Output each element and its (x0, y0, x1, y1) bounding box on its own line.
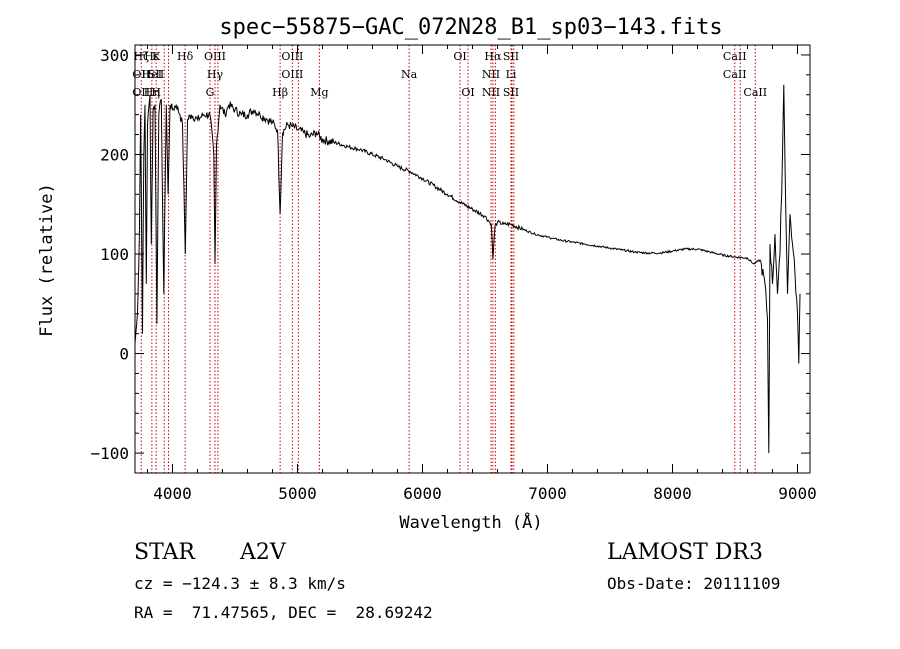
x-tick-label: 7000 (528, 484, 567, 503)
line-mark-label: Hβ (272, 86, 288, 99)
line-mark-label: Li (506, 68, 517, 81)
line-mark-label: SII (503, 50, 519, 63)
y-tick-label: −100 (90, 444, 129, 463)
object-subclass: A2V (240, 540, 286, 565)
line-mark-label: CaII (723, 68, 747, 81)
line-mark-label: H (151, 86, 161, 99)
line-mark-label: SII (503, 86, 519, 99)
line-mark-label: OIII (281, 50, 303, 63)
line-mark-label: OI (453, 50, 466, 63)
line-mark-label: Hζ (133, 50, 149, 63)
line-mark-label: Hη (144, 86, 160, 99)
x-tick-label: 6000 (403, 484, 442, 503)
line-mark-label: OIII (204, 50, 226, 63)
line-mark-label: Na (401, 68, 418, 81)
y-tick-label: 0 (119, 345, 129, 364)
line-mark-label: NII (482, 86, 500, 99)
line-mark-label: CaII (723, 50, 747, 63)
y-axis-label: Flux (relative) (37, 183, 57, 337)
chart-title: spec−55875−GAC_072N28_B1_sp03−143.fits (219, 15, 722, 40)
survey-name: LAMOST DR3 (607, 540, 763, 565)
object-class: STAR (134, 540, 195, 565)
spectrum-series (134, 84, 801, 454)
redshift-readout: cz = −124.3 ± 8.3 km/s (134, 574, 346, 593)
line-mark-label: Hδ (177, 50, 194, 63)
line-mark-label: Hα (484, 50, 502, 63)
line-mark-label: OII (132, 86, 150, 99)
line-mark-label: Hε (144, 50, 160, 63)
line-mark-label: HeI (142, 68, 162, 81)
y-tick-label: 100 (100, 245, 129, 264)
line-mark-labels: Hζ OII OII Hε HeI Hη K SII H Hδ G OIII Hγ Hβ OIII OIII M… (132, 50, 767, 99)
x-tick-label: 5000 (278, 484, 317, 503)
line-mark-label: OIII (281, 68, 303, 81)
line-mark-label: NII (482, 68, 500, 81)
x-tick-label: 4000 (153, 484, 192, 503)
obs-date: Obs-Date: 20111109 (607, 574, 781, 593)
line-mark-label: Hγ (207, 68, 224, 81)
line-mark-label: OII (132, 68, 150, 81)
axis-ticks: 4000 5000 6000 7000 8000 9000 −100 0 100 200 300 (90, 45, 817, 503)
x-tick-label: 9000 (778, 484, 817, 503)
y-tick-label: 200 (100, 145, 129, 164)
y-tick-label: 300 (100, 46, 129, 65)
coordinates: RA = 71.47565, DEC = 28.69242 (134, 603, 433, 622)
x-axis-label: Wavelength (Å) (399, 511, 542, 533)
spectrum-line (134, 84, 801, 454)
line-mark-label: CaII (743, 86, 767, 99)
line-mark-label: G (206, 86, 215, 99)
plot-frame (134, 44, 811, 474)
line-mark-label: OI (461, 86, 474, 99)
line-mark-label: K (152, 50, 161, 63)
line-mark-label: Mg (310, 86, 328, 99)
line-mark-label: SII (148, 68, 164, 81)
x-tick-label: 8000 (653, 484, 692, 503)
